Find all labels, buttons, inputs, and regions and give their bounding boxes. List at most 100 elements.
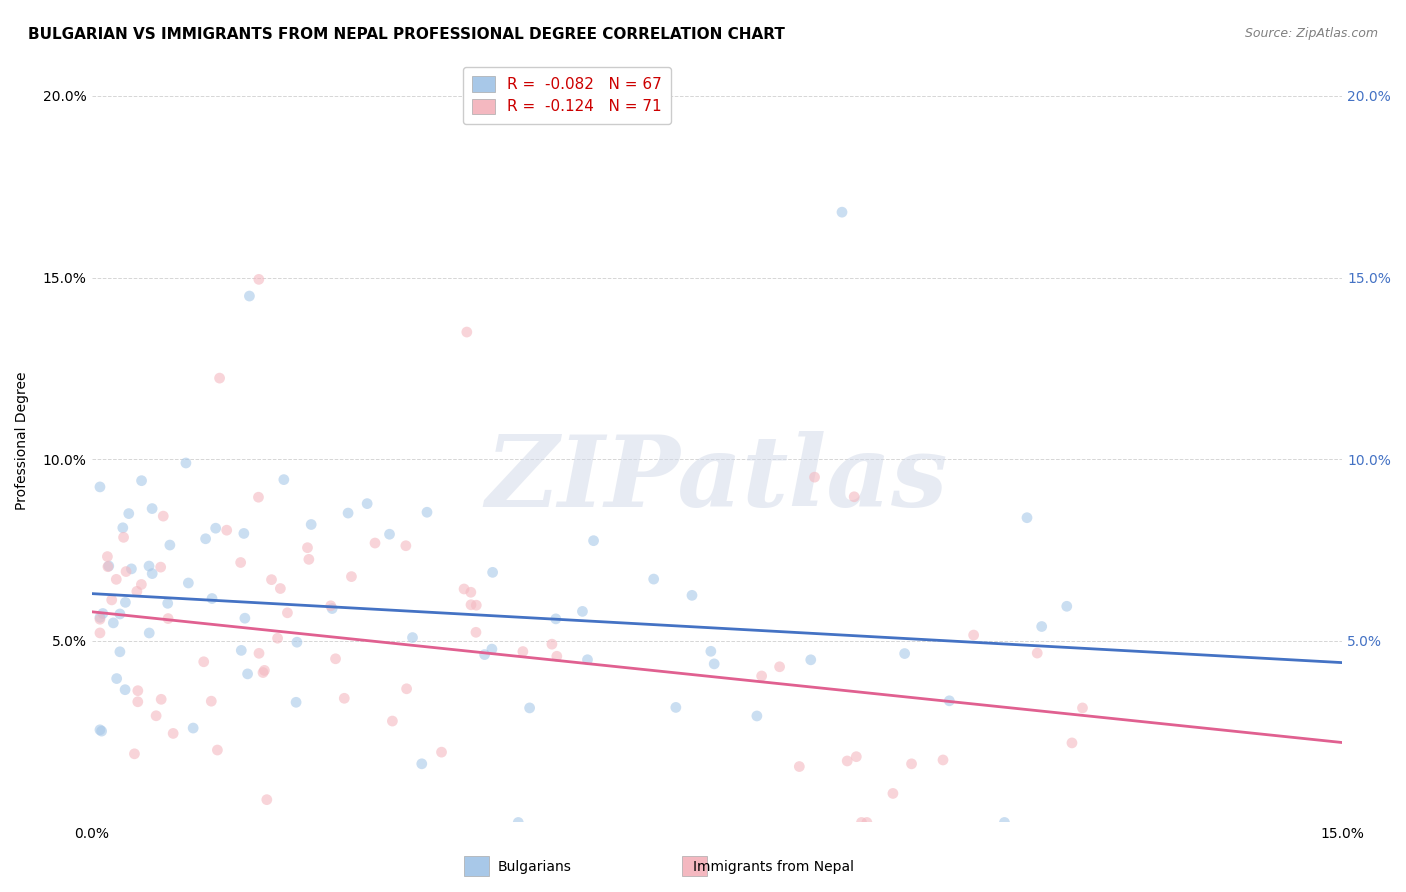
Point: [1071, 701, 1094, 715]
Point: [430, 745, 453, 759]
Point: [751, 669, 773, 683]
Point: [89, 612, 111, 626]
Point: [91, 607, 114, 621]
Point: [229, 556, 252, 570]
Point: [803, 470, 825, 484]
Point: [157, 611, 180, 625]
Point: [231, 643, 253, 657]
Point: [285, 635, 308, 649]
Point: [181, 721, 204, 735]
Point: [298, 552, 321, 566]
Point: [325, 652, 347, 666]
Point: [1031, 619, 1053, 633]
Point: [474, 648, 496, 662]
Point: [364, 536, 387, 550]
Point: [232, 526, 254, 541]
Point: [207, 743, 229, 757]
Point: [481, 566, 503, 580]
Point: [124, 747, 146, 761]
Point: [285, 695, 308, 709]
Point: [1015, 510, 1038, 524]
Point: [893, 647, 915, 661]
Point: [159, 538, 181, 552]
Point: [96, 549, 118, 564]
Point: [856, 815, 879, 830]
Point: [131, 577, 153, 591]
Point: [256, 792, 278, 806]
Point: [333, 691, 356, 706]
Point: [544, 612, 567, 626]
Point: [297, 541, 319, 555]
Point: [141, 501, 163, 516]
Legend: R =  -0.082   N = 67, R =  -0.124   N = 71: R = -0.082 N = 67, R = -0.124 N = 71: [463, 67, 671, 124]
Point: [845, 749, 868, 764]
Point: [453, 582, 475, 596]
Point: [152, 509, 174, 524]
Point: [127, 683, 149, 698]
Point: [103, 615, 125, 630]
Point: [337, 506, 360, 520]
Point: [114, 595, 136, 609]
Point: [745, 709, 768, 723]
Point: [576, 653, 599, 667]
Point: [247, 646, 270, 660]
Point: [643, 572, 665, 586]
Point: [89, 610, 111, 624]
Point: [174, 456, 197, 470]
Point: [162, 726, 184, 740]
Point: [141, 566, 163, 581]
Point: [571, 604, 593, 618]
Text: Source: ZipAtlas.com: Source: ZipAtlas.com: [1244, 27, 1378, 40]
Point: [120, 562, 142, 576]
Point: [456, 325, 478, 339]
Point: [401, 631, 423, 645]
Point: [247, 272, 270, 286]
Point: [465, 598, 488, 612]
Point: [993, 815, 1015, 830]
Point: [665, 700, 688, 714]
Point: [177, 576, 200, 591]
Point: [115, 565, 138, 579]
Point: [97, 559, 120, 574]
Point: [411, 756, 433, 771]
Point: [582, 533, 605, 548]
Point: [319, 599, 342, 613]
Point: [89, 723, 111, 737]
Point: [118, 507, 141, 521]
Point: [108, 645, 131, 659]
Point: [105, 572, 128, 586]
Point: [395, 681, 418, 696]
Point: [89, 626, 111, 640]
Point: [1026, 646, 1049, 660]
Point: [460, 598, 482, 612]
Point: [851, 815, 873, 830]
Point: [260, 573, 283, 587]
Point: [800, 653, 823, 667]
Point: [208, 371, 231, 385]
Point: [837, 754, 859, 768]
Point: [200, 694, 222, 708]
Point: [131, 474, 153, 488]
Point: [395, 539, 418, 553]
Point: [266, 631, 288, 645]
Point: [108, 607, 131, 621]
Point: [97, 559, 120, 574]
Point: [460, 585, 482, 599]
Point: [356, 497, 378, 511]
Point: [703, 657, 725, 671]
Point: [541, 637, 564, 651]
Point: [1056, 599, 1078, 614]
Point: [378, 527, 401, 541]
Point: [204, 521, 226, 535]
Point: [768, 660, 790, 674]
Point: [299, 517, 322, 532]
Point: [215, 523, 238, 537]
Point: [125, 584, 148, 599]
Point: [882, 786, 904, 800]
Point: [238, 289, 260, 303]
Point: [252, 665, 274, 680]
Point: [156, 596, 179, 610]
Point: [508, 815, 530, 830]
Point: [114, 682, 136, 697]
Text: Immigrants from Nepal: Immigrants from Nepal: [693, 860, 853, 874]
